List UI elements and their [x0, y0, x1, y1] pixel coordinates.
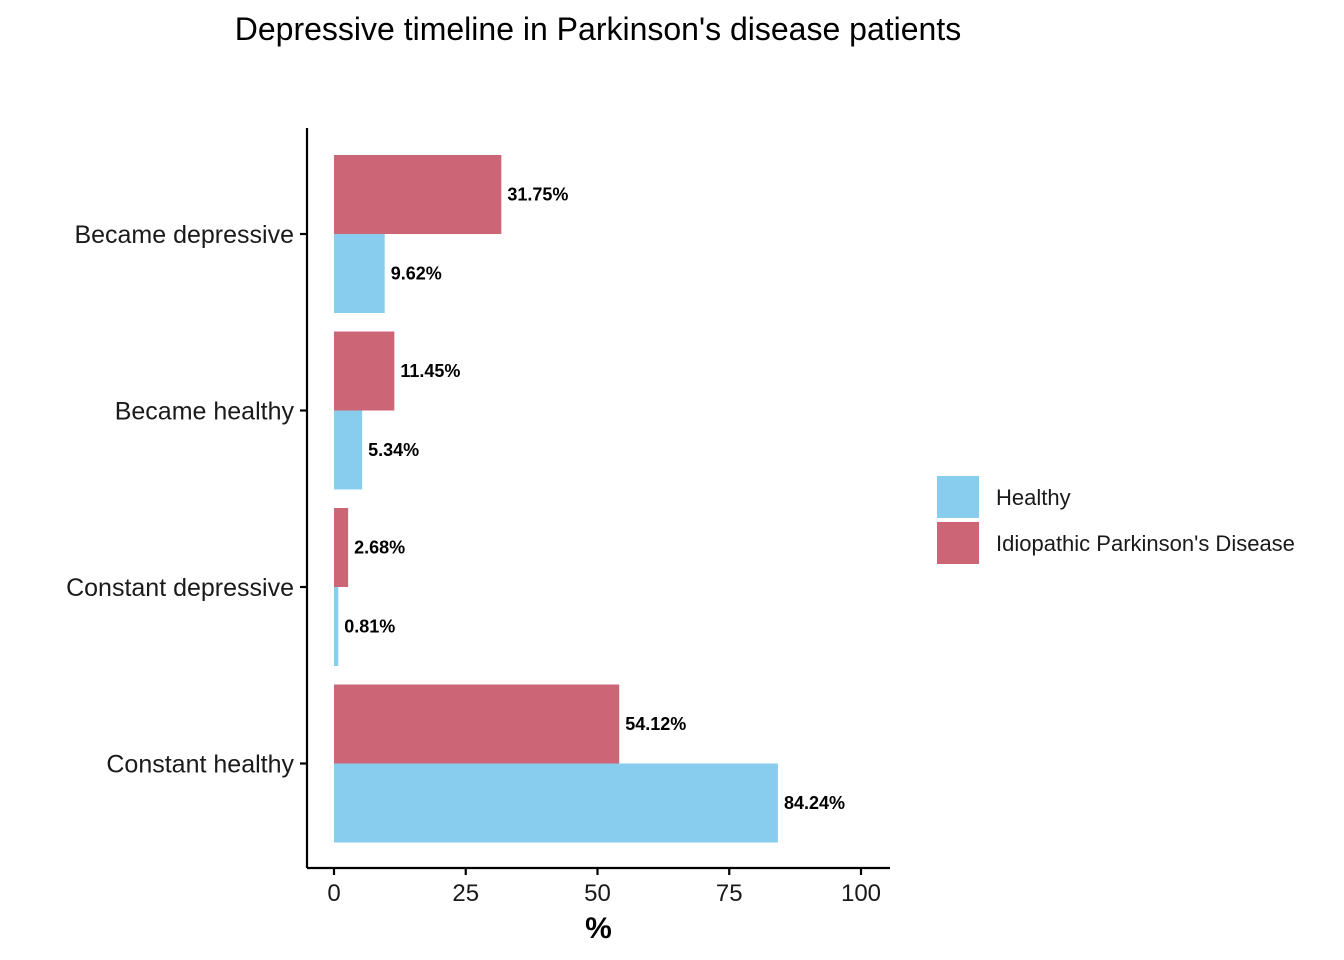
bar — [334, 155, 502, 234]
data-label: 5.34% — [368, 440, 419, 460]
bar — [334, 763, 778, 843]
data-label: 2.68% — [354, 538, 405, 558]
data-label: 11.45% — [400, 361, 460, 381]
legend-label: Idiopathic Parkinson's Disease — [996, 531, 1295, 556]
bar — [334, 331, 395, 411]
y-tick-label: Became depressive — [74, 221, 294, 249]
x-axis-title: % — [585, 912, 612, 945]
y-tick-label: Constant depressive — [66, 574, 294, 602]
plot-area: Became depressive Became healthy Constant … — [66, 155, 881, 907]
bar — [334, 234, 385, 313]
x-tick-label: 50 — [584, 880, 611, 907]
data-label: 9.62% — [391, 264, 442, 284]
y-tick-label: Constant healthy — [106, 751, 294, 779]
bar — [334, 508, 349, 587]
chart-title: Depressive timeline in Parkinson's disea… — [235, 11, 961, 47]
x-tick-label: 100 — [841, 880, 881, 907]
data-label: 0.81% — [344, 617, 395, 637]
bar — [334, 587, 339, 666]
y-tick-label: Became healthy — [115, 398, 295, 426]
legend-key — [937, 522, 979, 564]
bar — [334, 684, 620, 764]
legend-key — [937, 476, 979, 518]
x-tick-label: 25 — [452, 880, 479, 907]
x-tick-label: 75 — [716, 880, 743, 907]
x-tick-label: 0 — [327, 880, 340, 907]
bar — [334, 410, 363, 490]
legend-label: Healthy — [996, 485, 1071, 510]
data-label: 31.75% — [507, 185, 568, 205]
data-label: 54.12% — [625, 714, 686, 734]
data-label: 84.24% — [784, 793, 845, 813]
legend: Healthy Idiopathic Parkinson's Disease — [937, 476, 1295, 564]
